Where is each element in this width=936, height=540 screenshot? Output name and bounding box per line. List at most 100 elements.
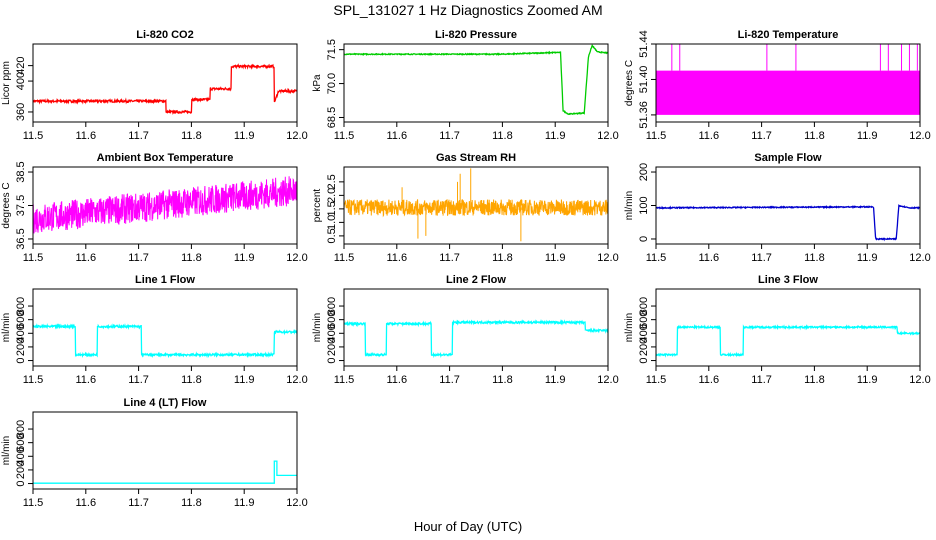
panel-y-axis-label: ml/min [312, 313, 323, 342]
x-tick-label: 11.8 [181, 252, 202, 264]
y-tick-label: 0 [326, 357, 338, 363]
panel-frame [32, 288, 298, 367]
panel-data-layer [33, 63, 297, 116]
panel-y-axis-label: ml/min [624, 191, 635, 220]
panel-data-layer [344, 318, 608, 359]
panel-y-axis-label: Licor ppm [1, 61, 12, 105]
x-tick-label: 11.5 [646, 130, 667, 142]
panel-data-layer [656, 44, 920, 115]
x-tick-label: 11.9 [234, 252, 255, 264]
series-line [344, 44, 608, 116]
x-tick-label: 11.6 [76, 252, 97, 264]
panel-data-layer [33, 323, 297, 359]
y-tick-label: 51.44 [638, 30, 650, 58]
x-tick-label: 11.5 [23, 497, 44, 509]
y-tick-label: 100 [638, 196, 650, 214]
x-tick-label: 12.0 [286, 252, 307, 264]
panel-title: Li-820 CO2 [136, 29, 193, 41]
y-tick-label: 800 [15, 420, 27, 438]
y-tick-label: 0 [15, 357, 27, 363]
x-tick-label: 12.0 [597, 130, 618, 142]
y-tick-label: 800 [638, 297, 650, 315]
x-tick-label: 11.5 [646, 252, 667, 264]
y-tick-label: 70.0 [326, 73, 338, 94]
series-line [656, 323, 920, 358]
y-tick-label: 800 [326, 297, 338, 315]
y-tick-label: 400 [326, 324, 338, 342]
x-tick-label: 11.8 [181, 497, 202, 509]
y-tick-label: 51.40 [638, 66, 650, 94]
y-tick-label: 36.5 [15, 228, 27, 249]
x-tick-label: 11.6 [699, 130, 720, 142]
x-tick-label: 11.8 [181, 130, 202, 142]
x-tick-label: 11.9 [545, 130, 566, 142]
panel-y-axis-label: percent [312, 189, 323, 223]
series-line [344, 318, 608, 359]
x-tick-label: 12.0 [597, 374, 618, 386]
x-tick-label: 11.7 [128, 497, 149, 509]
y-tick-label: 1.5 [326, 201, 338, 216]
x-tick-label: 11.8 [804, 374, 825, 386]
x-tick-label: 11.6 [699, 252, 720, 264]
panel-frame [343, 166, 609, 245]
y-tick-label: 600 [15, 433, 27, 451]
panel-y-axis-label: ml/min [624, 313, 635, 342]
x-tick-label: 12.0 [286, 130, 307, 142]
y-tick-label: 37.5 [15, 195, 27, 216]
panel-title: Line 3 Flow [758, 274, 818, 286]
y-tick-label: 68.5 [326, 107, 338, 128]
panel-frame [343, 288, 609, 367]
x-tick-label: 11.7 [128, 130, 149, 142]
x-tick-label: 11.7 [128, 374, 149, 386]
x-tick-label: 11.9 [234, 374, 255, 386]
y-tick-label: 600 [326, 310, 338, 328]
panels-container: Li-820 CO2 Licor ppm 11.5 11.6 11.7 11.8 11.9 1… [1, 29, 931, 509]
panel-frame [32, 43, 298, 123]
chart-panel: Line 3 Flow ml/min 11.5 11.6 11.7 11.8 11.9 12.… [624, 274, 931, 386]
x-tick-label: 11.6 [76, 374, 97, 386]
x-tick-label: 11.5 [334, 374, 355, 386]
x-tick-label: 11.6 [387, 130, 408, 142]
y-tick-label: 200 [15, 461, 27, 479]
y-tick-label: 400 [15, 72, 27, 90]
y-tick-label: 600 [638, 310, 650, 328]
x-tick-label: 12.0 [597, 252, 618, 264]
panel-y-axis-label: ml/min [1, 313, 12, 342]
panel-frame [655, 166, 921, 245]
y-tick-label: 0 [638, 236, 650, 242]
x-tick-label: 11.8 [804, 252, 825, 264]
panel-frame [343, 43, 609, 123]
y-tick-label: 2.0 [326, 188, 338, 203]
x-tick-label: 11.7 [751, 252, 772, 264]
panel-title: Line 2 Flow [446, 274, 506, 286]
y-tick-label: 200 [326, 338, 338, 356]
series-line [656, 204, 920, 242]
panel-y-axis-label: kPa [312, 74, 323, 92]
x-tick-label: 11.9 [234, 497, 255, 509]
chart-panel: Li-820 Pressure kPa 11.5 11.6 11.7 11.8 11.9 12… [312, 29, 619, 142]
x-tick-label: 11.9 [234, 130, 255, 142]
series-line [33, 323, 297, 359]
series-line [33, 63, 297, 116]
y-tick-label: 420 [15, 56, 27, 74]
x-tick-label: 11.8 [492, 252, 513, 264]
x-tick-label: 11.9 [545, 252, 566, 264]
y-tick-label: 0.5 [326, 228, 338, 243]
panel-data-layer [344, 44, 608, 116]
panel-data-layer [344, 168, 608, 242]
chart-panel: Line 2 Flow ml/min 11.5 11.6 11.7 11.8 11.9 12.… [312, 274, 619, 386]
x-tick-label: 11.6 [76, 497, 97, 509]
x-tick-label: 11.6 [76, 130, 97, 142]
y-tick-label: 200 [638, 163, 650, 181]
panel-title: Gas Stream RH [436, 152, 516, 164]
series-line [33, 460, 297, 484]
x-tick-label: 11.8 [492, 130, 513, 142]
panel-y-axis-label: degrees C [624, 60, 635, 106]
x-tick-label: 11.5 [646, 374, 667, 386]
x-tick-label: 11.8 [492, 374, 513, 386]
panel-title: Line 4 (LT) Flow [124, 397, 207, 409]
y-tick-label: 800 [15, 297, 27, 315]
series-line [33, 176, 297, 234]
y-tick-label: 400 [15, 447, 27, 465]
